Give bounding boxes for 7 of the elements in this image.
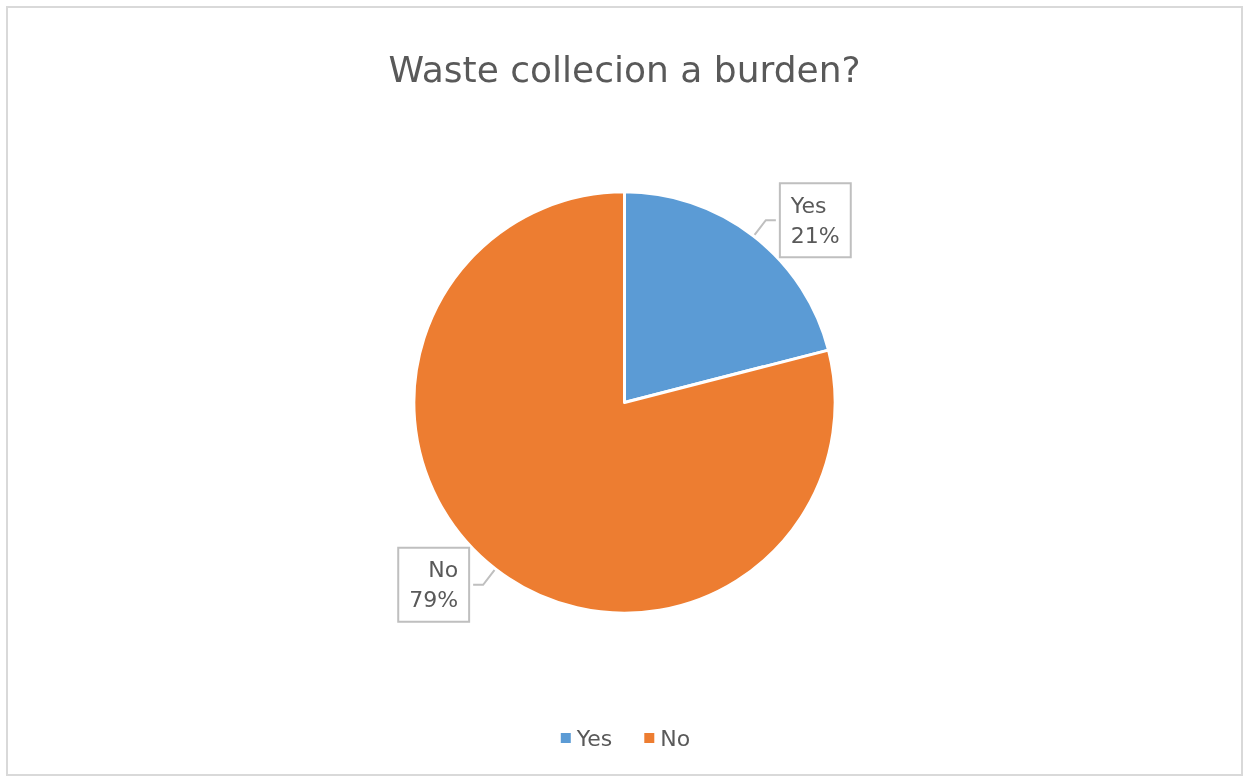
legend-label: Yes [575,725,613,751]
legend-label: No [660,725,691,751]
data-label: 21% [790,222,840,248]
slice-label: No [428,557,459,583]
slice-label: Yes [789,192,827,218]
chart-title: Waste collecion a burden? [388,48,861,90]
data-label: 79% [409,587,459,613]
